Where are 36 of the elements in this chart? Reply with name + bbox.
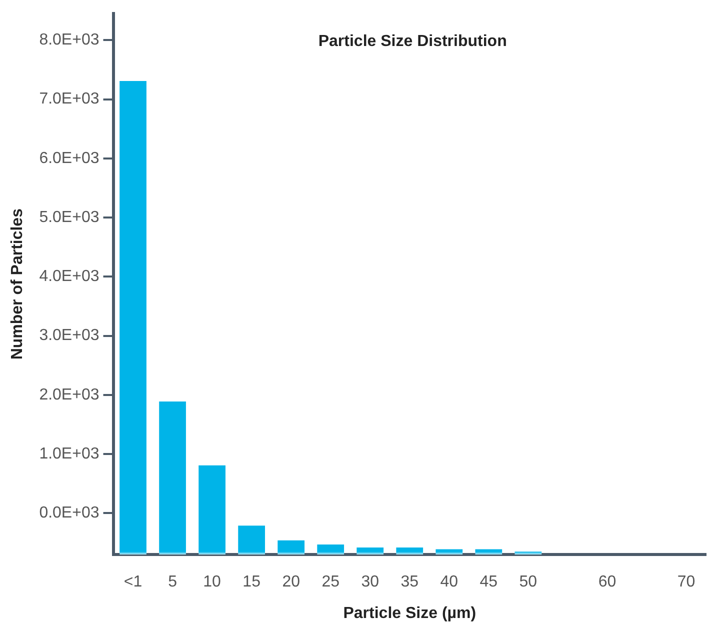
x-tick-label: 40 xyxy=(440,574,458,591)
x-tick-label: 15 xyxy=(242,574,261,591)
x-tick-label: 30 xyxy=(361,574,380,591)
bar xyxy=(198,465,226,555)
y-tick-label: 3.0E+03 xyxy=(39,327,100,344)
y-tick-label: 8.0E+03 xyxy=(39,32,100,49)
bar xyxy=(436,549,463,555)
x-tick-label: 10 xyxy=(203,574,222,591)
y-tick-label: 1.0E+03 xyxy=(39,445,100,462)
y-axis-title: Number of Particles xyxy=(9,208,26,360)
x-tick-label: 20 xyxy=(282,574,300,591)
y-tick-label: 5.0E+03 xyxy=(39,208,100,226)
text: Particle Size Distribution xyxy=(318,33,507,50)
y-tick-label: 2.0E+03 xyxy=(39,386,100,404)
x-tick-label: 35 xyxy=(400,574,419,591)
bar xyxy=(317,544,344,555)
x-tick-label: 60 xyxy=(598,574,616,591)
x-tick-label: 70 xyxy=(677,574,696,591)
x-tick-label: 25 xyxy=(322,574,340,591)
bar xyxy=(514,552,542,555)
bar xyxy=(278,540,305,555)
x-tick-label: <1 xyxy=(124,574,142,591)
bar xyxy=(238,526,265,555)
x-axis-title: Particle Size (µm) xyxy=(343,604,476,622)
x-tick-label: 5 xyxy=(168,574,178,591)
bar xyxy=(475,549,502,555)
bar xyxy=(356,548,384,555)
x-tick-label: 45 xyxy=(480,574,498,591)
y-tick-label: 0.0E+03 xyxy=(39,504,100,522)
bar xyxy=(159,401,186,555)
x-tick-label: 50 xyxy=(519,574,538,591)
bar xyxy=(396,548,424,555)
y-tick-label: 6.0E+03 xyxy=(39,150,100,167)
bar xyxy=(120,81,146,555)
y-tick-label: 4.0E+03 xyxy=(39,268,100,286)
y-tick-label: 7.0E+03 xyxy=(39,90,100,108)
